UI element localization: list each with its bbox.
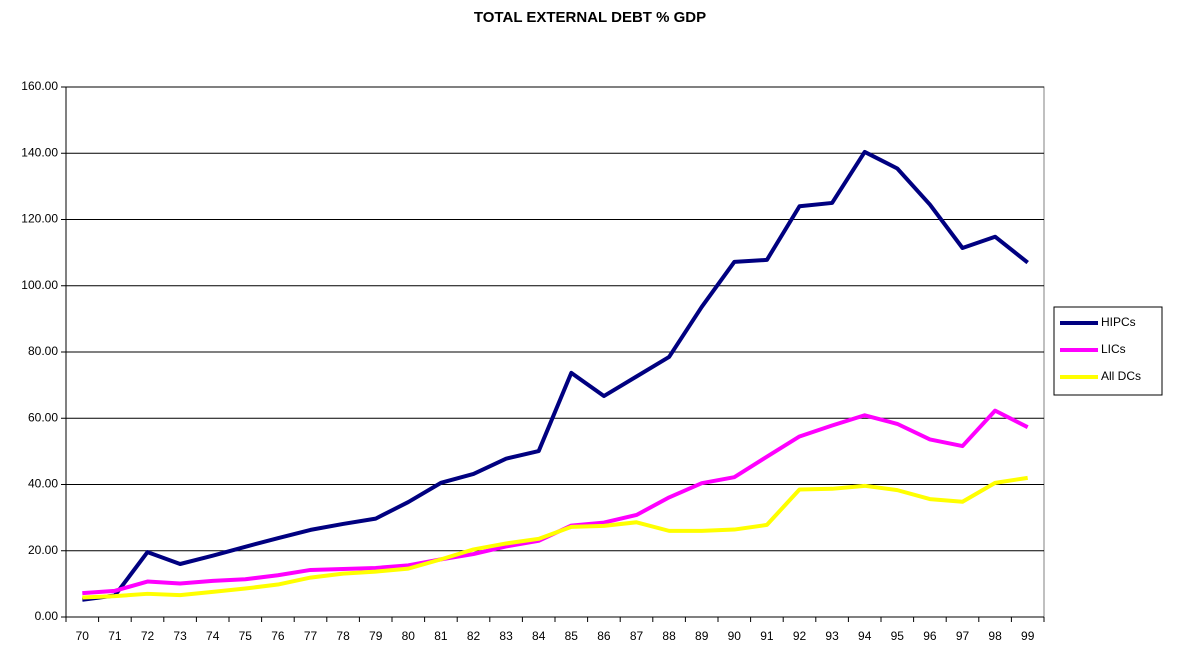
y-tick-label: 160.00	[21, 79, 58, 93]
x-tick-label: 97	[956, 629, 970, 643]
x-tick-label: 90	[728, 629, 742, 643]
x-tick-label: 87	[630, 629, 644, 643]
x-tick-label: 81	[434, 629, 448, 643]
y-tick-label: 80.00	[28, 344, 58, 358]
x-tick-label: 84	[532, 629, 546, 643]
x-tick-label: 71	[108, 629, 122, 643]
x-tick-label: 89	[695, 629, 709, 643]
y-tick-label: 0.00	[35, 609, 59, 623]
chart-title: TOTAL EXTERNAL DEBT % GDP	[474, 9, 706, 26]
x-tick-label: 94	[858, 629, 872, 643]
x-tick-label: 80	[402, 629, 416, 643]
x-tick-label: 92	[793, 629, 807, 643]
x-tick-label: 74	[206, 629, 220, 643]
x-tick-label: 72	[141, 629, 155, 643]
x-tick-label: 79	[369, 629, 383, 643]
x-tick-label: 75	[239, 629, 253, 643]
y-tick-label: 20.00	[28, 543, 58, 557]
y-tick-label: 40.00	[28, 477, 58, 491]
x-tick-label: 91	[760, 629, 774, 643]
x-tick-label: 99	[1021, 629, 1035, 643]
x-tick-label: 77	[304, 629, 318, 643]
y-tick-label: 60.00	[28, 410, 58, 424]
x-tick-label: 85	[565, 629, 579, 643]
series-line	[82, 475, 1029, 600]
x-tick-label: 83	[499, 629, 513, 643]
legend-label: LICs	[1101, 342, 1126, 356]
y-tick-label: 140.00	[21, 145, 58, 159]
legend-label: HIPCs	[1101, 315, 1136, 329]
x-tick-label: 70	[76, 629, 90, 643]
x-tick-label: 86	[597, 629, 611, 643]
x-tick-label: 93	[825, 629, 839, 643]
legend-label: All DCs	[1101, 369, 1141, 383]
x-tick-label: 78	[336, 629, 350, 643]
y-tick-label: 100.00	[21, 278, 58, 292]
y-tick-label: 120.00	[21, 212, 58, 226]
x-tick-label: 95	[891, 629, 905, 643]
x-tick-label: 82	[467, 629, 481, 643]
x-tick-label: 76	[271, 629, 285, 643]
x-tick-label: 98	[988, 629, 1002, 643]
x-tick-label: 88	[662, 629, 676, 643]
x-tick-label: 73	[173, 629, 187, 643]
series-line	[82, 149, 1029, 602]
x-tick-label: 96	[923, 629, 937, 643]
